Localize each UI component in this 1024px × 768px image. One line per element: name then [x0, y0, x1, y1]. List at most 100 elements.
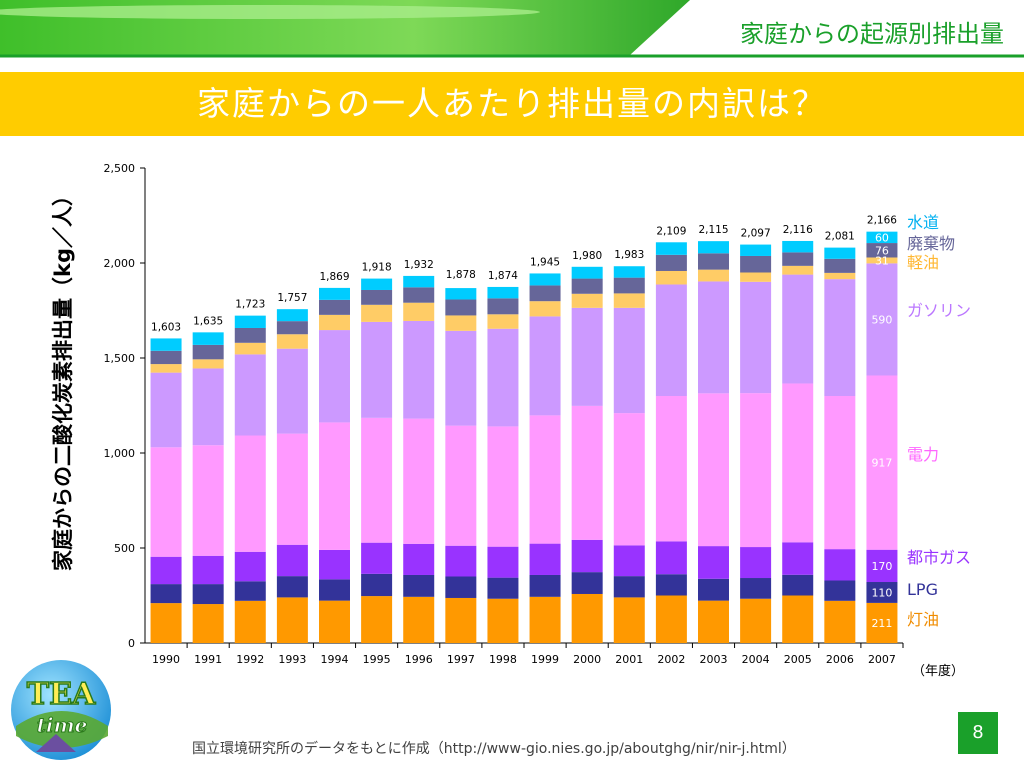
bar-segment — [234, 581, 266, 601]
bar-segment — [361, 304, 393, 322]
bar-segment — [782, 574, 814, 596]
bar-segment — [613, 413, 645, 546]
bar-segment — [740, 393, 772, 548]
value-label: 60 — [875, 231, 889, 244]
x-tick-label: 2006 — [826, 653, 854, 666]
stacked-bar-chart: 0 500 1,000 1,500 2,000 2,500 1990 1,603 1991 1,6… — [104, 162, 972, 679]
bar-segment — [234, 551, 266, 582]
bar-segment — [319, 549, 350, 580]
bar-segment — [740, 598, 772, 643]
bar-segment — [824, 272, 856, 280]
bar-segment — [361, 321, 393, 418]
bar-segment — [276, 309, 308, 322]
bar-segment — [782, 274, 814, 384]
bar-segment — [276, 334, 308, 349]
total-label: 1,603 — [151, 321, 181, 333]
bar-segment — [276, 321, 308, 335]
legend-label: LPG — [907, 580, 938, 599]
x-tick-label: 1992 — [236, 653, 264, 666]
value-label: 110 — [871, 586, 892, 599]
bar-segment — [487, 314, 519, 329]
bar-segment — [698, 281, 729, 394]
bar-segment — [150, 447, 182, 557]
bar-segment — [571, 593, 603, 643]
bar-segment — [361, 596, 393, 643]
bar-segment — [866, 257, 898, 264]
x-tick-label: 2002 — [657, 653, 685, 666]
total-label: 1,980 — [572, 250, 602, 262]
total-label: 1,757 — [277, 292, 307, 304]
bar-segment — [150, 372, 182, 448]
bar-segment — [698, 393, 729, 547]
title-bar — [0, 72, 1024, 136]
bar-segment — [613, 293, 645, 308]
bar-segment — [782, 240, 814, 253]
bar-segment — [655, 396, 687, 542]
bar-segment — [866, 375, 898, 550]
bar-segment — [192, 445, 224, 556]
bar-segment — [192, 368, 224, 446]
total-label: 2,166 — [867, 214, 897, 226]
bar-segment — [403, 574, 435, 597]
bar-segment — [613, 277, 645, 294]
bar-segment — [655, 242, 687, 255]
x-tick-label: 2001 — [615, 653, 643, 666]
bar-segment — [276, 544, 308, 577]
bar-segment — [655, 595, 687, 643]
y-tick-label: 2,000 — [104, 257, 136, 270]
bar-segment — [529, 543, 561, 575]
value-label: 917 — [871, 457, 892, 470]
page-number: 8 — [972, 722, 984, 743]
bar-segment — [276, 348, 308, 434]
bar-segment — [529, 316, 561, 416]
bar-segment — [740, 272, 772, 282]
bar-segment — [403, 320, 435, 419]
bar-segment — [445, 545, 477, 577]
bar-segment — [276, 576, 308, 598]
bar-segment — [529, 301, 561, 317]
section-title: 家庭からの起源別排出量 — [740, 20, 1004, 48]
x-tick-label: 2004 — [742, 653, 770, 666]
bar-segment — [487, 328, 519, 427]
bar-segment — [824, 396, 856, 550]
x-tick-label: 1991 — [194, 653, 222, 666]
bar-segment — [276, 597, 308, 643]
bar-segment — [571, 572, 603, 594]
bar-segment — [445, 330, 477, 426]
x-tick-label: 1997 — [447, 653, 475, 666]
tea-time-logo: TEA time — [11, 660, 111, 760]
bar-segment — [445, 425, 477, 546]
bar-segment — [866, 263, 898, 376]
bar-segment — [571, 307, 603, 406]
legend-label: 廃棄物 — [907, 234, 955, 253]
bar-segment — [445, 315, 477, 331]
total-label: 1,874 — [488, 270, 518, 282]
bar-segment — [319, 299, 350, 315]
total-label: 2,115 — [698, 224, 728, 236]
legend-label: ガソリン — [907, 301, 971, 320]
bar-segment — [866, 602, 898, 643]
bar-segment — [487, 286, 519, 299]
x-tick-label: 2005 — [784, 653, 812, 666]
bar-segment — [192, 359, 224, 369]
bar-segment — [403, 596, 435, 643]
x-tick-label: 1996 — [405, 653, 433, 666]
bar-segment — [655, 284, 687, 396]
bar-segment — [698, 546, 729, 579]
bar-segment — [150, 350, 182, 365]
bar-segment — [698, 241, 729, 254]
bar-segment — [150, 338, 182, 351]
bar-segment — [655, 574, 687, 596]
bar-segment — [487, 577, 519, 599]
bar-segment — [361, 289, 393, 305]
bar-segment — [403, 418, 435, 544]
source-note: 国立環境研究所のデータをもとに作成（http://www-gio.nies.go… — [192, 741, 796, 757]
bar-segment — [529, 415, 561, 544]
legend-label: 電力 — [907, 445, 939, 464]
bar-segment — [192, 604, 224, 643]
bar-segment — [740, 281, 772, 394]
bar-segment — [445, 299, 477, 316]
bar-segment — [487, 546, 519, 578]
bar-segment — [782, 383, 814, 543]
bar-segment — [824, 549, 856, 581]
